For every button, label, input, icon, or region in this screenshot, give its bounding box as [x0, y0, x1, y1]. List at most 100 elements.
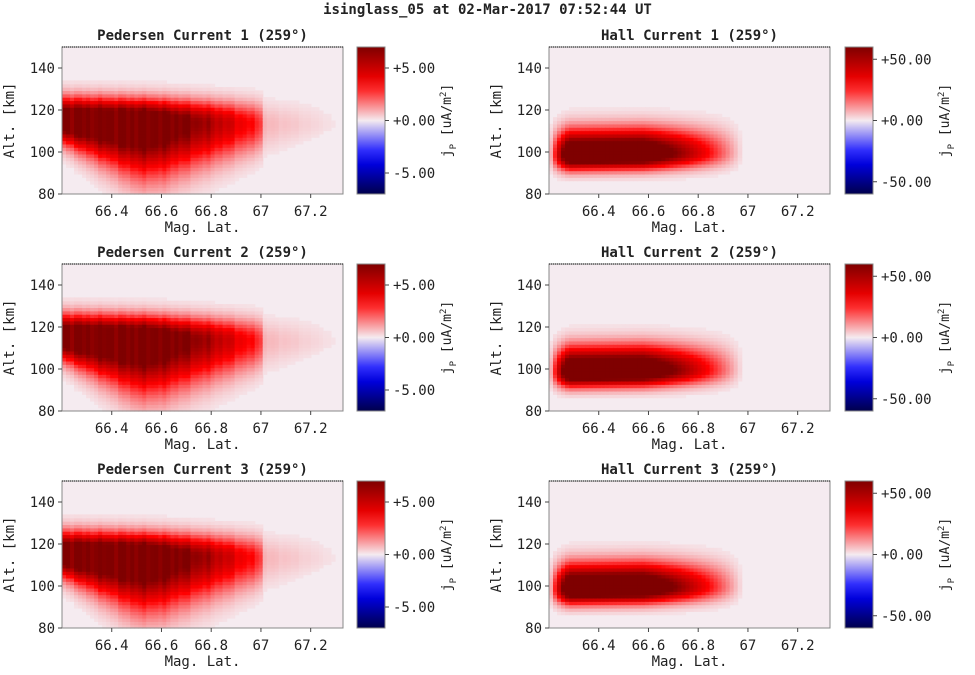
heatmap-cell [266, 137, 272, 142]
heatmap-cell [62, 83, 67, 88]
heatmap-cell [86, 384, 91, 389]
heatmap-cell [605, 370, 610, 375]
heatmap-cell [146, 160, 151, 165]
heatmap-cell [585, 177, 590, 182]
heatmap-cell [569, 357, 574, 362]
heatmap-cell [266, 324, 272, 329]
heatmap-cell [262, 320, 268, 325]
heatmap-cell [633, 143, 638, 148]
heatmap-cell [605, 367, 610, 372]
heatmap-cell [90, 314, 95, 319]
heatmap-cell [62, 113, 67, 118]
heatmap-cell [601, 357, 606, 362]
heatmap-cell [62, 337, 67, 342]
heatmap-cell [114, 380, 119, 385]
heatmap-cell [82, 347, 87, 352]
heatmap-cell [78, 387, 83, 392]
heatmap-cell [162, 163, 167, 168]
heatmap-cell [186, 314, 192, 319]
heatmap-cell [310, 350, 316, 355]
heatmap-cell [174, 310, 180, 315]
heatmap-cell [206, 324, 212, 329]
heatmap-cell [74, 80, 79, 85]
heatmap-cell [114, 400, 119, 405]
heatmap-cell [118, 297, 123, 302]
heatmap-cell [298, 324, 304, 329]
heatmap-cell [218, 173, 224, 178]
heatmap-cell [190, 384, 196, 389]
heatmap-cell [190, 320, 196, 325]
heatmap-cell [218, 384, 224, 389]
heatmap-cell [210, 357, 216, 362]
heatmap-cell [593, 137, 598, 142]
heatmap-cell [589, 374, 594, 379]
heatmap-cell [154, 384, 159, 389]
heatmap-cell [166, 374, 171, 379]
heatmap-cell [186, 300, 192, 305]
heatmap-cell [118, 397, 123, 402]
heatmap-cell [102, 337, 107, 342]
heatmap-cell [254, 324, 260, 329]
heatmap-cell [729, 133, 735, 138]
heatmap-cell [274, 337, 280, 342]
heatmap-cell [78, 93, 83, 98]
heatmap-cell [106, 183, 111, 188]
heatmap-cell [557, 350, 562, 355]
heatmap-cell [713, 133, 719, 138]
heatmap-cell [589, 143, 594, 148]
heatmap-cell [170, 397, 175, 402]
heatmap-cell [78, 97, 83, 102]
heatmap-cell [86, 387, 91, 392]
heatmap-cell [661, 130, 667, 135]
heatmap-cell [254, 103, 260, 108]
heatmap-cell [118, 307, 123, 312]
heatmap-cell [194, 310, 200, 315]
heatmap-cell [218, 147, 224, 152]
heatmap-cell [170, 190, 175, 195]
heatmap-cell [98, 170, 103, 175]
heatmap-cell [601, 394, 606, 399]
heatmap-cell [617, 127, 622, 132]
heatmap-cell [585, 327, 590, 332]
heatmap-cell [557, 337, 562, 342]
heatmap-cell [86, 150, 91, 155]
heatmap-cell [633, 140, 638, 145]
heatmap-cell [597, 340, 602, 345]
heatmap-cell [258, 354, 264, 359]
heatmap-cell [158, 310, 163, 315]
heatmap-cell [621, 147, 626, 152]
heatmap-cell [617, 147, 622, 152]
heatmap-cell [230, 374, 236, 379]
heatmap-cell [278, 320, 284, 325]
heatmap-cell [142, 370, 147, 375]
heatmap-cell [302, 340, 308, 345]
heatmap-cell [202, 150, 208, 155]
heatmap-cell [609, 380, 614, 385]
heatmap-cell [254, 137, 260, 142]
heatmap-cell [114, 110, 119, 115]
heatmap-cell [242, 97, 248, 102]
heatmap-cell [657, 127, 662, 132]
heatmap-cell [557, 147, 562, 152]
heatmap-cell [82, 390, 87, 395]
heatmap-cell [577, 130, 582, 135]
heatmap-cell [585, 344, 590, 349]
heatmap-cell [178, 400, 184, 405]
heatmap-cell [114, 404, 119, 409]
heatmap-cell [246, 347, 252, 352]
heatmap-cell [110, 93, 115, 98]
heatmap-cell [126, 340, 131, 345]
heatmap-cell [230, 120, 236, 125]
heatmap-cell [673, 113, 679, 118]
heatmap-cell [294, 107, 300, 112]
heatmap-cell [162, 160, 167, 165]
heatmap-cell [122, 400, 127, 405]
heatmap-cell [166, 394, 171, 399]
heatmap-cell [234, 374, 240, 379]
heatmap-cell [110, 147, 115, 152]
heatmap-cell [202, 300, 208, 305]
heatmap-cell [705, 113, 711, 118]
heatmap-cell [190, 97, 196, 102]
heatmap-cell [218, 344, 224, 349]
heatmap-cell [557, 150, 562, 155]
